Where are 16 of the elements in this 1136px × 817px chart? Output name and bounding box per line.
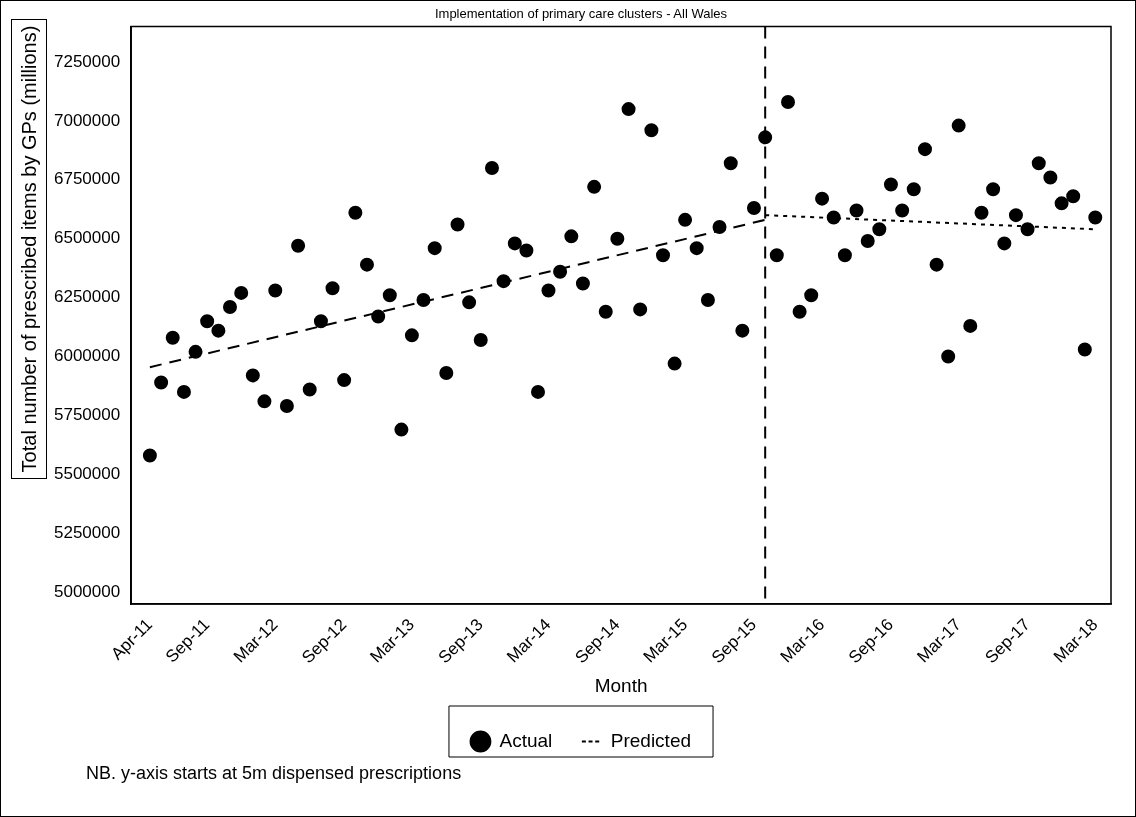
y-tick-label: 5000000 — [53, 581, 121, 601]
y-tick-label: 6250000 — [53, 287, 121, 307]
legend-label: Predicted — [610, 729, 692, 751]
y-tick-label: 6000000 — [53, 346, 121, 366]
legend-label: Actual — [499, 729, 553, 751]
y-tick-label: 7250000 — [53, 51, 121, 71]
text: NB. y-axis starts at 5m dispensed prescriptions — [86, 763, 462, 783]
y-tick-label: 5250000 — [53, 523, 121, 542]
y-tick-label: 7000000 — [53, 110, 121, 130]
chart-title: Implementation of primary care clusters - All Wales — [434, 6, 728, 22]
x-axis-title: Month — [594, 674, 648, 696]
y-tick-label: 5500000 — [53, 464, 121, 484]
y-tick-label: 6500000 — [53, 228, 121, 248]
y-tick-label: 5750000 — [53, 405, 121, 425]
y-axis-title: Total number of prescribed items by GPs (millions) — [17, 25, 41, 473]
y-tick-label: 6750000 — [53, 169, 121, 189]
